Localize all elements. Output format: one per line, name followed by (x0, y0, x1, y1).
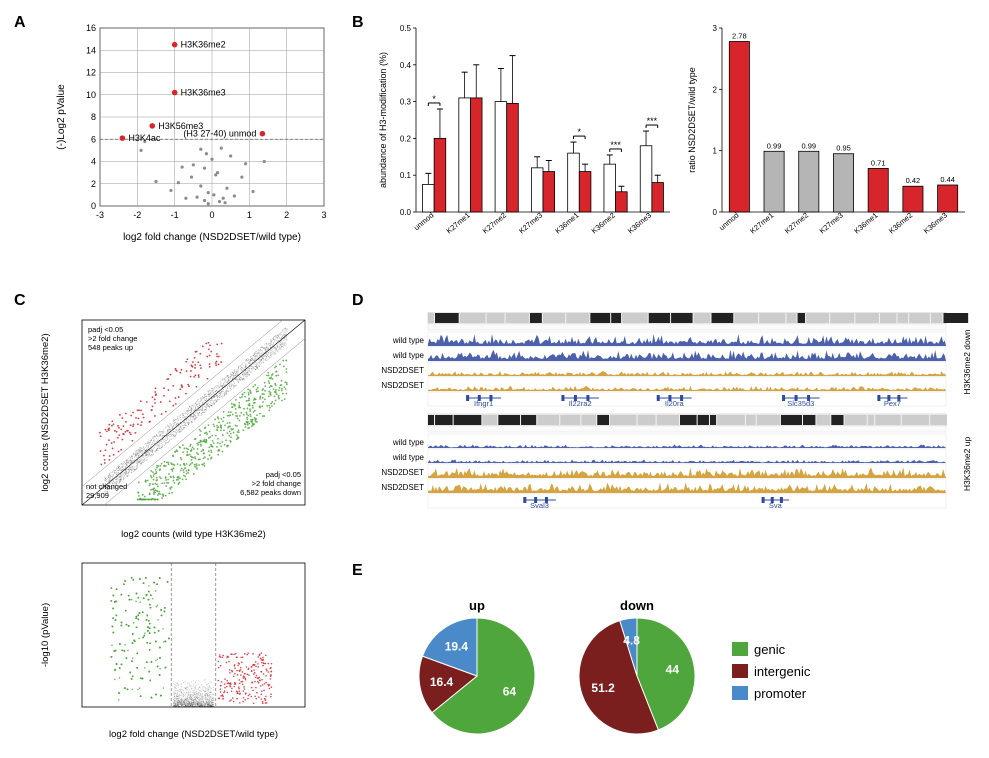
panel-A-chart: H3K36me2H3K36me3H3K56me3H3K4ac(H3 27-40)… (52, 22, 332, 242)
svg-text:log2 fold change (NSD2DSET/wil: log2 fold change (NSD2DSET/wild type) (123, 232, 301, 242)
svg-text:***: *** (610, 140, 621, 150)
svg-text:K27me3: K27me3 (517, 211, 544, 236)
panel-D-tracks: wild typewild typeNSD2DSETNSD2DSETIfngr1… (372, 312, 972, 572)
svg-text:(H3 27-40) unmod: (H3 27-40) unmod (183, 129, 256, 139)
svg-text:(-)Log2 pValue: (-)Log2 pValue (56, 84, 67, 150)
svg-text:H3K36me3: H3K36me3 (181, 88, 226, 98)
svg-text:K36me2: K36me2 (590, 211, 617, 236)
svg-text:0.3: 0.3 (400, 98, 412, 107)
svg-text:>2 fold change: >2 fold change (252, 479, 301, 488)
figure: A B C D E H3K36me2H3K36me3H3K56me3H3K4ac… (14, 14, 975, 744)
panel-B-right-chart: 0 1 2 3 2.78 unmod 0.99 K27me1 0.99 K27me2 0.95 K27… (684, 22, 969, 242)
svg-text:ratio NSD2DSET/wild type: ratio NSD2DSET/wild type (687, 67, 697, 173)
svg-text:12: 12 (86, 68, 96, 78)
svg-text:10: 10 (86, 90, 96, 100)
svg-text:0: 0 (91, 201, 96, 211)
svg-text:2: 2 (713, 85, 718, 94)
svg-text:3: 3 (713, 24, 718, 33)
svg-text:14: 14 (86, 45, 96, 55)
svg-text:log2 counts (wild type H3K36me: log2 counts (wild type H3K36me2) (121, 529, 266, 539)
panel-E-label: E (352, 562, 363, 580)
svg-text:2.78: 2.78 (732, 31, 747, 40)
svg-text:padj <0.05: padj <0.05 (88, 325, 123, 334)
svg-text:K27me1: K27me1 (445, 211, 472, 236)
svg-text:not changed: not changed (86, 482, 127, 491)
svg-text:*: * (578, 127, 582, 137)
svg-text:0.4: 0.4 (400, 61, 412, 70)
svg-text:-3: -3 (96, 210, 104, 220)
svg-text:0.71: 0.71 (871, 158, 886, 167)
svg-text:log2 counts (NSD2DSET H3K36me2: log2 counts (NSD2DSET H3K36me2) (40, 333, 51, 491)
svg-text:K36me1: K36me1 (553, 211, 580, 236)
svg-text:0.99: 0.99 (767, 141, 782, 150)
svg-text:0.5: 0.5 (400, 24, 412, 33)
svg-text:K36me3: K36me3 (626, 211, 653, 236)
svg-text:1: 1 (713, 147, 718, 156)
panel-E-pies: 6416.419.4up4451.24.8downgenicintergenic… (382, 584, 952, 749)
svg-text:6: 6 (91, 134, 96, 144)
svg-text:2: 2 (284, 210, 289, 220)
panel-D-label: D (352, 292, 364, 310)
svg-text:*: * (432, 94, 436, 104)
svg-text:29,909: 29,909 (86, 491, 109, 500)
svg-text:8: 8 (91, 112, 96, 122)
svg-text:0.0: 0.0 (400, 208, 412, 217)
svg-text:K36me2: K36me2 (887, 211, 914, 236)
svg-text:1: 1 (247, 210, 252, 220)
svg-text:K27me1: K27me1 (748, 211, 775, 236)
svg-text:0.99: 0.99 (801, 141, 816, 150)
svg-text:-2: -2 (133, 210, 141, 220)
svg-text:4: 4 (91, 157, 96, 167)
panel-B-label: B (352, 14, 364, 32)
panel-C-volcano: log2 fold change (NSD2DSET/wild type)-lo… (36, 559, 311, 739)
svg-text:2: 2 (91, 179, 96, 189)
svg-text:548 peaks up: 548 peaks up (88, 343, 133, 352)
svg-text:unmod: unmod (717, 211, 740, 233)
svg-text:0: 0 (713, 208, 718, 217)
svg-text:K27me3: K27me3 (818, 211, 845, 236)
svg-text:16: 16 (86, 23, 96, 33)
panel-C-scatter: padj <0.05>2 fold change548 peaks uppadj… (36, 314, 311, 539)
svg-text:0.1: 0.1 (400, 171, 412, 180)
svg-text:K27me2: K27me2 (783, 211, 810, 236)
svg-text:0.95: 0.95 (836, 144, 851, 153)
svg-text:>2 fold change: >2 fold change (88, 334, 137, 343)
svg-text:H3K36me2: H3K36me2 (181, 40, 226, 50)
svg-text:6,582 peaks down: 6,582 peaks down (240, 488, 301, 497)
svg-text:K36me1: K36me1 (852, 211, 879, 236)
svg-text:0.2: 0.2 (400, 134, 412, 143)
svg-text:K27me2: K27me2 (481, 211, 508, 236)
svg-text:0.42: 0.42 (906, 176, 921, 185)
svg-text:***: *** (647, 116, 658, 126)
panel-C-label: C (14, 292, 26, 310)
panel-A-label: A (14, 14, 26, 32)
svg-text:abundance of H3-modification (: abundance of H3-modification (%) (378, 52, 388, 188)
svg-text:padj <0.05: padj <0.05 (266, 470, 301, 479)
svg-text:0: 0 (209, 210, 214, 220)
svg-text:unmod: unmod (412, 211, 435, 233)
svg-text:K36me3: K36me3 (922, 211, 949, 236)
svg-text:0.44: 0.44 (940, 175, 955, 184)
panel-B-left-chart: 0.0 0.1 0.2 0.3 0.4 0.5 * unmod K27me1 K27me2 K27m… (374, 22, 674, 242)
svg-text:H3K4ac: H3K4ac (128, 133, 161, 143)
svg-text:3: 3 (321, 210, 326, 220)
svg-text:-1: -1 (171, 210, 179, 220)
